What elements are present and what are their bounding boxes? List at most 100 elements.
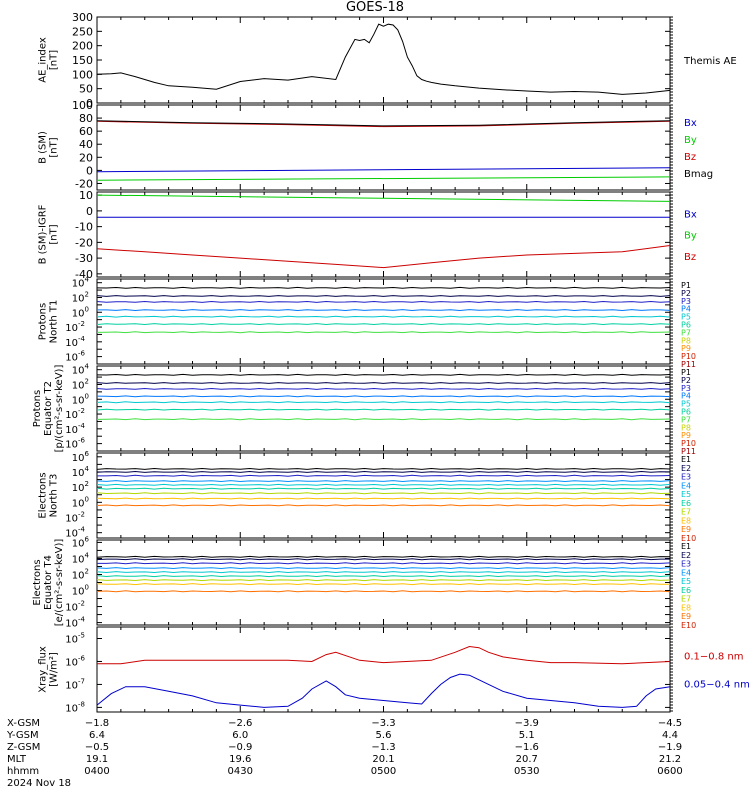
legend-label: By (684, 135, 697, 146)
xaxis-value: 0530 (514, 766, 539, 777)
legend-label: P4 (681, 392, 691, 401)
panel-frame-bigrf (96, 191, 671, 278)
ytick-label: 0 (86, 164, 93, 177)
panel-frame-pn (96, 278, 671, 365)
series-line-bmag (96, 120, 671, 127)
ytick-label: 104 (72, 276, 90, 290)
ytick-label: 10-7 (65, 677, 85, 691)
chart-title: GOES-18 (345, 0, 404, 15)
series-line-e9 (96, 590, 671, 593)
panel-frame-en (96, 452, 671, 539)
series-line-e7 (96, 579, 671, 582)
panel-frame-ee (96, 539, 671, 626)
ytick-label: 100 (72, 305, 89, 319)
series-line-p6 (96, 408, 671, 411)
xaxis-value: −0.5 (85, 742, 109, 753)
panel-frame-pe (96, 365, 671, 452)
series-line-p4 (96, 395, 671, 398)
ytick-label: 10-8 (65, 700, 85, 714)
legend-label: Bz (684, 152, 696, 163)
ytick-label: 104 (72, 551, 90, 565)
legend-label: P10 (681, 439, 696, 448)
legend-label: P7 (681, 415, 691, 424)
series-line-e4 (96, 480, 671, 483)
ytick-label: 10-2 (65, 320, 85, 334)
legend-label: P9 (681, 431, 691, 440)
legend-label: E7 (681, 508, 691, 517)
series-line-00504nm (96, 673, 671, 708)
xaxis-row-label: X-GSM (7, 718, 40, 729)
ylabel: Xray_flux (38, 646, 49, 693)
legend-label: P5 (681, 400, 691, 409)
xaxis-value: −0.9 (228, 742, 252, 753)
series-line-e8 (96, 497, 671, 500)
ytick-label: 104 (72, 465, 90, 479)
series-line-e3 (97, 562, 671, 565)
ytick-label: 10-4 (65, 335, 85, 349)
series-line-p2 (96, 295, 671, 297)
xaxis-value: −3.3 (371, 718, 395, 729)
legend-label: P1 (681, 281, 691, 290)
series-line-e6 (96, 575, 671, 578)
xaxis-value: 5.6 (376, 730, 392, 741)
ytick-label: -30 (75, 252, 93, 265)
legend-label: P7 (681, 328, 691, 337)
legend-label: E9 (681, 525, 691, 534)
series-line-p7 (96, 418, 671, 421)
ylabel: [e/(cm²-s-sr-keV)] (54, 539, 65, 627)
legend-label: E4 (681, 568, 691, 577)
series-line-e2 (96, 470, 671, 473)
ytick-label: 10-4 (65, 616, 85, 630)
ytick-label: 10-6 (65, 437, 85, 451)
legend-label: E3 (681, 560, 691, 569)
xaxis-value: 21.2 (659, 754, 681, 765)
ytick-label: 40 (79, 138, 93, 151)
ylabel: Protons (38, 303, 49, 340)
xaxis-value: −1.9 (658, 742, 682, 753)
ytick-label: 100 (72, 495, 89, 509)
series-line-e5 (96, 483, 671, 486)
ylabel: Equator T2 (43, 381, 54, 436)
xaxis-value: 19.6 (229, 754, 251, 765)
series-line-p5 (96, 401, 671, 404)
legend-label: P9 (681, 344, 691, 353)
series-line-bz (96, 245, 671, 269)
series-line-bx (96, 167, 671, 173)
legend-label: P11 (681, 360, 696, 369)
legend-label: P3 (681, 297, 691, 306)
legend-label: E1 (681, 542, 691, 551)
series-line-e5 (96, 571, 671, 574)
ylabel: Equator T4 (43, 555, 54, 610)
series-line-p7 (96, 331, 671, 334)
xaxis-value: 0600 (657, 766, 682, 777)
legend-label: E3 (681, 473, 691, 482)
xaxis-value: 20.1 (372, 754, 394, 765)
legend-label: 0.1−0.8 nm (684, 651, 743, 662)
series-line-p3 (96, 300, 671, 303)
legend-label: Bx (684, 118, 697, 129)
legend-label: P1 (681, 368, 691, 377)
xaxis-value: 0400 (84, 766, 109, 777)
series-line-themisae (96, 23, 671, 95)
series-line-e9 (96, 504, 671, 507)
series-line-p1 (96, 286, 671, 289)
series-line-e1 (96, 555, 671, 558)
ylabel: [nT] (49, 50, 60, 70)
ytick-label: 200 (72, 40, 93, 53)
legend-label: E5 (681, 490, 691, 499)
ytick-label: 10-2 (65, 511, 85, 525)
ytick-label: 104 (72, 363, 90, 377)
series-line-p3 (96, 387, 671, 390)
ytick-label: 100 (72, 392, 89, 406)
ytick-label: 20 (79, 151, 93, 164)
ytick-label: 10-5 (65, 631, 85, 645)
ytick-label: 10-6 (65, 654, 85, 668)
legend-label: E2 (681, 464, 691, 473)
xaxis-value: −1.3 (371, 742, 395, 753)
legend-label: Themis AE (683, 56, 737, 67)
ytick-label: 102 (72, 290, 89, 304)
series-line-e4 (96, 567, 671, 570)
legend-label: P6 (681, 321, 691, 330)
legend-label: Bx (684, 209, 697, 220)
ytick-label: 106 (72, 535, 90, 549)
